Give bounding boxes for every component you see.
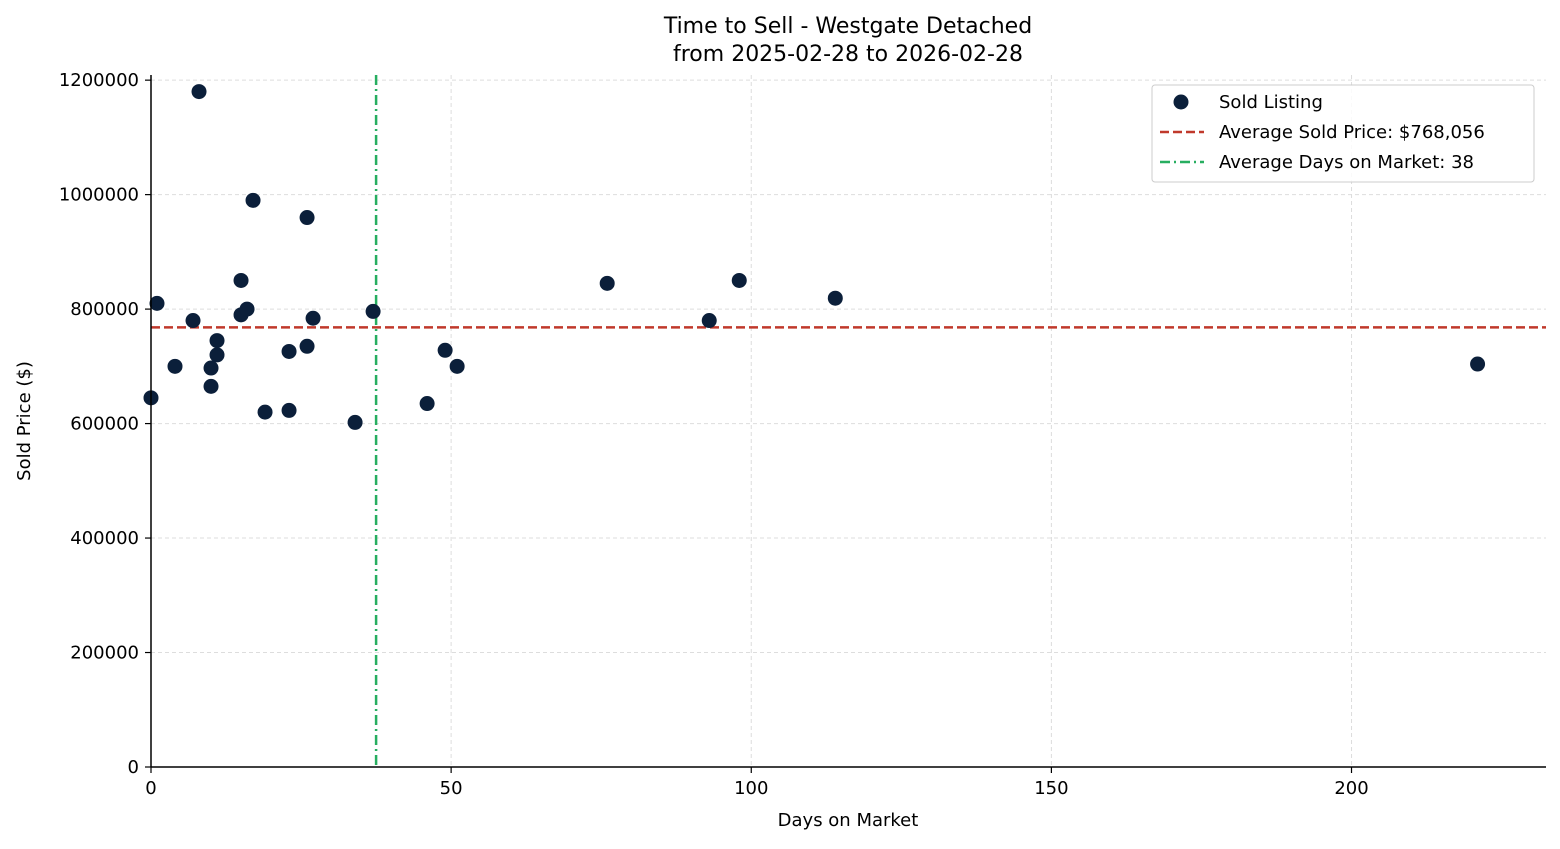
data-point: [209, 347, 225, 363]
legend-label-average-price: Average Sold Price: $768,056: [1219, 122, 1485, 143]
y-tick-label: 800000: [70, 299, 139, 320]
data-point: [347, 414, 363, 430]
data-point: [233, 272, 249, 288]
data-point: [239, 301, 255, 317]
data-point: [449, 358, 465, 374]
data-point: [167, 358, 183, 374]
y-tick-label: 1200000: [59, 70, 139, 91]
y-tick-label: 1000000: [59, 185, 139, 206]
legend: Sold Listing Average Sold Price: $768,05…: [1151, 84, 1535, 183]
legend-marker-sold-listing: [1173, 94, 1189, 110]
data-point: [437, 342, 453, 358]
legend-label-average-days: Average Days on Market: 38: [1219, 152, 1474, 173]
x-tick-label: 200: [1334, 778, 1368, 799]
x-tick-label: 150: [1034, 778, 1068, 799]
data-point: [245, 192, 261, 208]
data-point: [185, 313, 201, 329]
data-point: [209, 333, 225, 349]
data-point: [191, 84, 207, 100]
x-tick-label: 50: [440, 778, 463, 799]
data-point: [299, 210, 315, 226]
data-point: [365, 303, 381, 319]
chart-subtitle: from 2025-02-28 to 2026-02-28: [673, 42, 1023, 67]
data-point: [701, 313, 717, 329]
data-point: [203, 378, 219, 394]
y-tick-label: 600000: [70, 414, 139, 435]
legend-box: [1151, 84, 1535, 183]
y-tick-label: 0: [128, 757, 139, 778]
data-point: [281, 343, 297, 359]
data-point: [149, 295, 165, 311]
data-point: [419, 396, 435, 412]
data-point: [1470, 356, 1486, 372]
axes: 0 50 100 150 200 0 200000 400000 600000 800000 100…: [59, 70, 1546, 799]
data-point: [599, 275, 615, 291]
chart-title: Time to Sell - Westgate Detached: [663, 14, 1032, 39]
y-tick-label: 400000: [70, 528, 139, 549]
x-tick-label: 100: [734, 778, 768, 799]
data-point: [299, 338, 315, 354]
x-tick-label: 0: [145, 778, 156, 799]
data-point: [203, 360, 219, 376]
y-axis-label: Sold Price ($): [14, 361, 35, 481]
data-point: [305, 310, 321, 326]
y-tick-label: 200000: [70, 643, 139, 664]
data-point: [731, 272, 747, 288]
reference-lines: [151, 75, 1546, 767]
x-axis-label: Days on Market: [778, 810, 919, 831]
data-point: [281, 402, 297, 418]
legend-label-sold-listing: Sold Listing: [1219, 92, 1323, 113]
data-point: [827, 290, 843, 306]
data-point: [257, 404, 273, 420]
